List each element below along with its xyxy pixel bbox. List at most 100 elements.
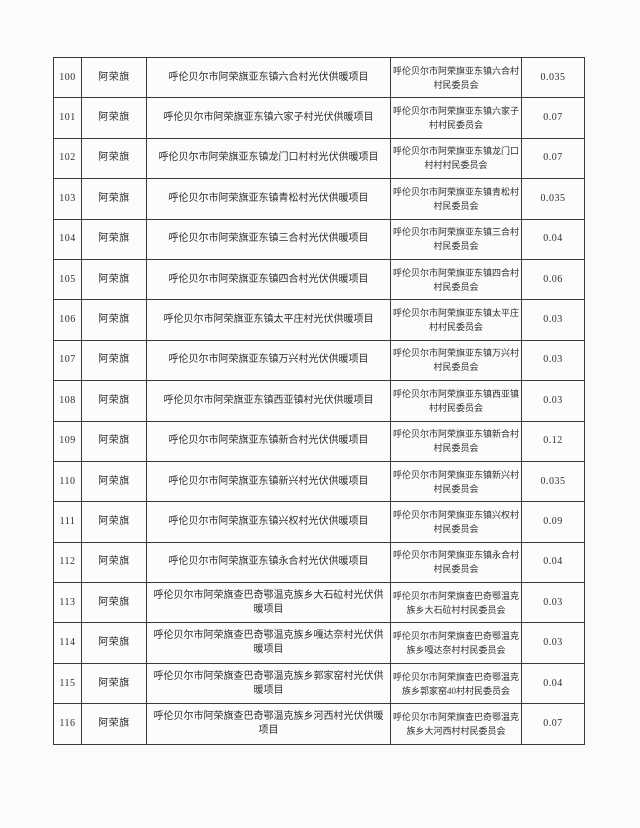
subsidy-value-cell: 0.035 — [521, 56, 585, 99]
table-row: 113 阿荣旗 呼伦贝尔市阿荣旗查巴奇鄂温克族乡大石砬村光伏供暖项目 呼伦贝尔市阿荣旗… — [53, 582, 585, 624]
banner-name-cell: 阿荣旗 — [81, 56, 147, 99]
banner-name-cell: 阿荣旗 — [81, 460, 147, 503]
row-number-cell: 115 — [53, 662, 82, 705]
project-name-cell: 呼伦贝尔市阿荣旗亚东镇新合村光伏供暖项目 — [146, 420, 391, 462]
row-number-cell: 112 — [53, 541, 82, 584]
table-row: 111 阿荣旗 呼伦贝尔市阿荣旗亚东镇兴权村光伏供暖项目 呼伦贝尔市阿荣旗亚东镇兴权村… — [53, 501, 585, 543]
project-name-cell: 呼伦贝尔市阿荣旗亚东镇新兴村光伏供暖项目 — [146, 460, 391, 503]
table-row: 109 阿荣旗 呼伦贝尔市阿荣旗亚东镇新合村光伏供暖项目 呼伦贝尔市阿荣旗亚东镇新合村… — [53, 420, 585, 462]
subsidy-value-cell: 0.035 — [521, 178, 585, 220]
table-row: 114 阿荣旗 呼伦贝尔市阿荣旗查巴奇鄂温克族乡嘎达奈村光伏供暖项目 呼伦贝尔市阿荣旗… — [53, 622, 585, 664]
pv-heating-project-table: 100 阿荣旗 呼伦贝尔市阿荣旗亚东镇六合村光伏供暖项目 呼伦贝尔市阿荣旗亚东镇六合村… — [53, 56, 585, 745]
owner-committee-cell: 呼伦贝尔市阿荣旗亚东镇西亚镇村村民委员会 — [390, 380, 522, 422]
row-number-cell: 102 — [53, 137, 82, 180]
subsidy-value-cell: 0.03 — [521, 380, 585, 422]
banner-name-cell: 阿荣旗 — [81, 703, 147, 745]
project-name-cell: 呼伦贝尔市阿荣旗亚东镇永合村光伏供暖项目 — [146, 541, 391, 584]
table-row: 102 阿荣旗 呼伦贝尔市阿荣旗亚东镇龙门口村村光伏供暖项目 呼伦贝尔市阿荣旗亚东镇龙… — [53, 137, 585, 180]
subsidy-value-cell: 0.04 — [521, 662, 585, 705]
project-name-cell: 呼伦贝尔市阿荣旗亚东镇六家子村光伏供暖项目 — [146, 97, 391, 139]
subsidy-value-cell: 0.07 — [521, 137, 585, 180]
owner-committee-cell: 呼伦贝尔市阿荣旗亚东镇永合村村民委员会 — [390, 541, 522, 584]
project-name-cell: 呼伦贝尔市阿荣旗亚东镇兴权村光伏供暖项目 — [146, 501, 391, 543]
banner-name-cell: 阿荣旗 — [81, 299, 147, 341]
banner-name-cell: 阿荣旗 — [81, 178, 147, 220]
project-name-cell: 呼伦贝尔市阿荣旗亚东镇三合村光伏供暖项目 — [146, 218, 391, 260]
row-number-cell: 107 — [53, 339, 82, 382]
row-number-cell: 104 — [53, 218, 82, 260]
subsidy-value-cell: 0.04 — [521, 541, 585, 584]
table-row: 110 阿荣旗 呼伦贝尔市阿荣旗亚东镇新兴村光伏供暖项目 呼伦贝尔市阿荣旗亚东镇新兴村… — [53, 460, 585, 503]
subsidy-value-cell: 0.07 — [521, 97, 585, 139]
subsidy-value-cell: 0.07 — [521, 703, 585, 745]
owner-committee-cell: 呼伦贝尔市阿荣旗查巴奇鄂温克族乡郭家窑40村村民委员会 — [390, 662, 522, 705]
owner-committee-cell: 呼伦贝尔市阿荣旗亚东镇四合村村民委员会 — [390, 258, 522, 301]
project-name-cell: 呼伦贝尔市阿荣旗亚东镇万兴村光伏供暖项目 — [146, 339, 391, 382]
table-row: 105 阿荣旗 呼伦贝尔市阿荣旗亚东镇四合村光伏供暖项目 呼伦贝尔市阿荣旗亚东镇四合村… — [53, 258, 585, 301]
table-row: 103 阿荣旗 呼伦贝尔市阿荣旗亚东镇青松村光伏供暖项目 呼伦贝尔市阿荣旗亚东镇青松村… — [53, 178, 585, 220]
banner-name-cell: 阿荣旗 — [81, 501, 147, 543]
subsidy-value-cell: 0.03 — [521, 582, 585, 624]
row-number-cell: 110 — [53, 460, 82, 503]
row-number-cell: 108 — [53, 380, 82, 422]
banner-name-cell: 阿荣旗 — [81, 137, 147, 180]
subsidy-value-cell: 0.04 — [521, 218, 585, 260]
table-row: 104 阿荣旗 呼伦贝尔市阿荣旗亚东镇三合村光伏供暖项目 呼伦贝尔市阿荣旗亚东镇三合村… — [53, 218, 585, 260]
subsidy-value-cell: 0.03 — [521, 339, 585, 382]
row-number-cell: 101 — [53, 97, 82, 139]
banner-name-cell: 阿荣旗 — [81, 218, 147, 260]
banner-name-cell: 阿荣旗 — [81, 582, 147, 624]
subsidy-value-cell: 0.035 — [521, 460, 585, 503]
owner-committee-cell: 呼伦贝尔市阿荣旗亚东镇太平庄村村民委员会 — [390, 299, 522, 341]
owner-committee-cell: 呼伦贝尔市阿荣旗亚东镇新合村村民委员会 — [390, 420, 522, 462]
table-row: 100 阿荣旗 呼伦贝尔市阿荣旗亚东镇六合村光伏供暖项目 呼伦贝尔市阿荣旗亚东镇六合村… — [53, 56, 585, 99]
project-name-cell: 呼伦贝尔市阿荣旗查巴奇鄂温克族乡河西村光伏供暖项目 — [146, 703, 391, 745]
row-number-cell: 105 — [53, 258, 82, 301]
banner-name-cell: 阿荣旗 — [81, 420, 147, 462]
row-number-cell: 111 — [53, 501, 82, 543]
project-name-cell: 呼伦贝尔市阿荣旗查巴奇鄂温克族乡郭家窑村光伏供暖项目 — [146, 662, 391, 705]
table-row: 107 阿荣旗 呼伦贝尔市阿荣旗亚东镇万兴村光伏供暖项目 呼伦贝尔市阿荣旗亚东镇万兴村… — [53, 339, 585, 382]
owner-committee-cell: 呼伦贝尔市阿荣旗亚东镇三合村村民委员会 — [390, 218, 522, 260]
owner-committee-cell: 呼伦贝尔市阿荣旗亚东镇六家子村村民委员会 — [390, 97, 522, 139]
table-row: 101 阿荣旗 呼伦贝尔市阿荣旗亚东镇六家子村光伏供暖项目 呼伦贝尔市阿荣旗亚东镇六家… — [53, 97, 585, 139]
subsidy-value-cell: 0.12 — [521, 420, 585, 462]
row-number-cell: 103 — [53, 178, 82, 220]
project-name-cell: 呼伦贝尔市阿荣旗查巴奇鄂温克族乡大石砬村光伏供暖项目 — [146, 582, 391, 624]
owner-committee-cell: 呼伦贝尔市阿荣旗亚东镇万兴村村民委员会 — [390, 339, 522, 382]
banner-name-cell: 阿荣旗 — [81, 97, 147, 139]
project-name-cell: 呼伦贝尔市阿荣旗亚东镇六合村光伏供暖项目 — [146, 56, 391, 99]
table-row: 116 阿荣旗 呼伦贝尔市阿荣旗查巴奇鄂温克族乡河西村光伏供暖项目 呼伦贝尔市阿荣旗查… — [53, 703, 585, 745]
subsidy-value-cell: 0.06 — [521, 258, 585, 301]
table-row: 108 阿荣旗 呼伦贝尔市阿荣旗亚东镇西亚镇村光伏供暖项目 呼伦贝尔市阿荣旗亚东镇西亚… — [53, 380, 585, 422]
project-name-cell: 呼伦贝尔市阿荣旗亚东镇青松村光伏供暖项目 — [146, 178, 391, 220]
table-row: 112 阿荣旗 呼伦贝尔市阿荣旗亚东镇永合村光伏供暖项目 呼伦贝尔市阿荣旗亚东镇永合村… — [53, 541, 585, 584]
row-number-cell: 114 — [53, 622, 82, 664]
subsidy-value-cell: 0.09 — [521, 501, 585, 543]
table-row: 115 阿荣旗 呼伦贝尔市阿荣旗查巴奇鄂温克族乡郭家窑村光伏供暖项目 呼伦贝尔市阿荣旗… — [53, 662, 585, 705]
banner-name-cell: 阿荣旗 — [81, 622, 147, 664]
project-name-cell: 呼伦贝尔市阿荣旗亚东镇四合村光伏供暖项目 — [146, 258, 391, 301]
row-number-cell: 116 — [53, 703, 82, 745]
project-name-cell: 呼伦贝尔市阿荣旗亚东镇太平庄村光伏供暖项目 — [146, 299, 391, 341]
subsidy-value-cell: 0.03 — [521, 622, 585, 664]
row-number-cell: 106 — [53, 299, 82, 341]
table-row: 106 阿荣旗 呼伦贝尔市阿荣旗亚东镇太平庄村光伏供暖项目 呼伦贝尔市阿荣旗亚东镇太平… — [53, 299, 585, 341]
owner-committee-cell: 呼伦贝尔市阿荣旗亚东镇六合村村民委员会 — [390, 56, 522, 99]
owner-committee-cell: 呼伦贝尔市阿荣旗亚东镇新兴村村民委员会 — [390, 460, 522, 503]
owner-committee-cell: 呼伦贝尔市阿荣旗亚东镇兴权村村民委员会 — [390, 501, 522, 543]
owner-committee-cell: 呼伦贝尔市阿荣旗亚东镇龙门口村村村民委员会 — [390, 137, 522, 180]
row-number-cell: 109 — [53, 420, 82, 462]
subsidy-value-cell: 0.03 — [521, 299, 585, 341]
project-name-cell: 呼伦贝尔市阿荣旗亚东镇西亚镇村光伏供暖项目 — [146, 380, 391, 422]
banner-name-cell: 阿荣旗 — [81, 662, 147, 705]
banner-name-cell: 阿荣旗 — [81, 541, 147, 584]
row-number-cell: 100 — [53, 56, 82, 99]
owner-committee-cell: 呼伦贝尔市阿荣旗查巴奇鄂温克族乡大河西村村民委员会 — [390, 703, 522, 745]
owner-committee-cell: 呼伦贝尔市阿荣旗亚东镇青松村村民委员会 — [390, 178, 522, 220]
row-number-cell: 113 — [53, 582, 82, 624]
owner-committee-cell: 呼伦贝尔市阿荣旗查巴奇鄂温克族乡嘎达奈村村民委员会 — [390, 622, 522, 664]
banner-name-cell: 阿荣旗 — [81, 339, 147, 382]
banner-name-cell: 阿荣旗 — [81, 258, 147, 301]
